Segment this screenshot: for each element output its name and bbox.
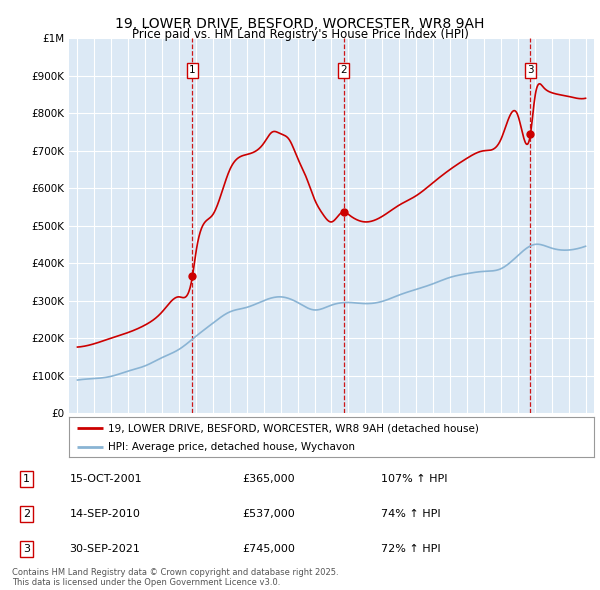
Text: Contains HM Land Registry data © Crown copyright and database right 2025.
This d: Contains HM Land Registry data © Crown c… [12, 568, 338, 587]
Text: 15-OCT-2001: 15-OCT-2001 [70, 474, 142, 484]
Text: £745,000: £745,000 [242, 544, 295, 554]
Text: 19, LOWER DRIVE, BESFORD, WORCESTER, WR8 9AH (detached house): 19, LOWER DRIVE, BESFORD, WORCESTER, WR8… [109, 424, 479, 434]
Text: 107% ↑ HPI: 107% ↑ HPI [380, 474, 447, 484]
Text: 2: 2 [23, 509, 30, 519]
Text: 3: 3 [527, 65, 534, 75]
Text: 30-SEP-2021: 30-SEP-2021 [70, 544, 140, 554]
Text: Price paid vs. HM Land Registry's House Price Index (HPI): Price paid vs. HM Land Registry's House … [131, 28, 469, 41]
Text: 3: 3 [23, 544, 30, 554]
Text: £365,000: £365,000 [242, 474, 295, 484]
Text: 1: 1 [23, 474, 30, 484]
Text: 2: 2 [340, 65, 347, 75]
Text: 74% ↑ HPI: 74% ↑ HPI [380, 509, 440, 519]
Text: 72% ↑ HPI: 72% ↑ HPI [380, 544, 440, 554]
Text: HPI: Average price, detached house, Wychavon: HPI: Average price, detached house, Wych… [109, 442, 355, 452]
Text: 1: 1 [189, 65, 196, 75]
Text: £537,000: £537,000 [242, 509, 295, 519]
Text: 19, LOWER DRIVE, BESFORD, WORCESTER, WR8 9AH: 19, LOWER DRIVE, BESFORD, WORCESTER, WR8… [115, 17, 485, 31]
Text: 14-SEP-2010: 14-SEP-2010 [70, 509, 140, 519]
